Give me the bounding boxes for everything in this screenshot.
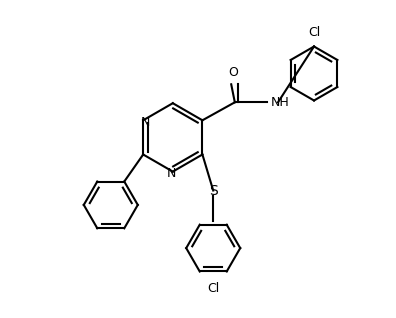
Text: S: S: [209, 183, 217, 197]
Text: Cl: Cl: [308, 26, 320, 39]
Text: N: N: [166, 167, 176, 180]
Text: N: N: [140, 116, 150, 128]
Text: Cl: Cl: [207, 282, 219, 295]
Text: O: O: [228, 66, 238, 79]
Text: NH: NH: [271, 96, 289, 109]
